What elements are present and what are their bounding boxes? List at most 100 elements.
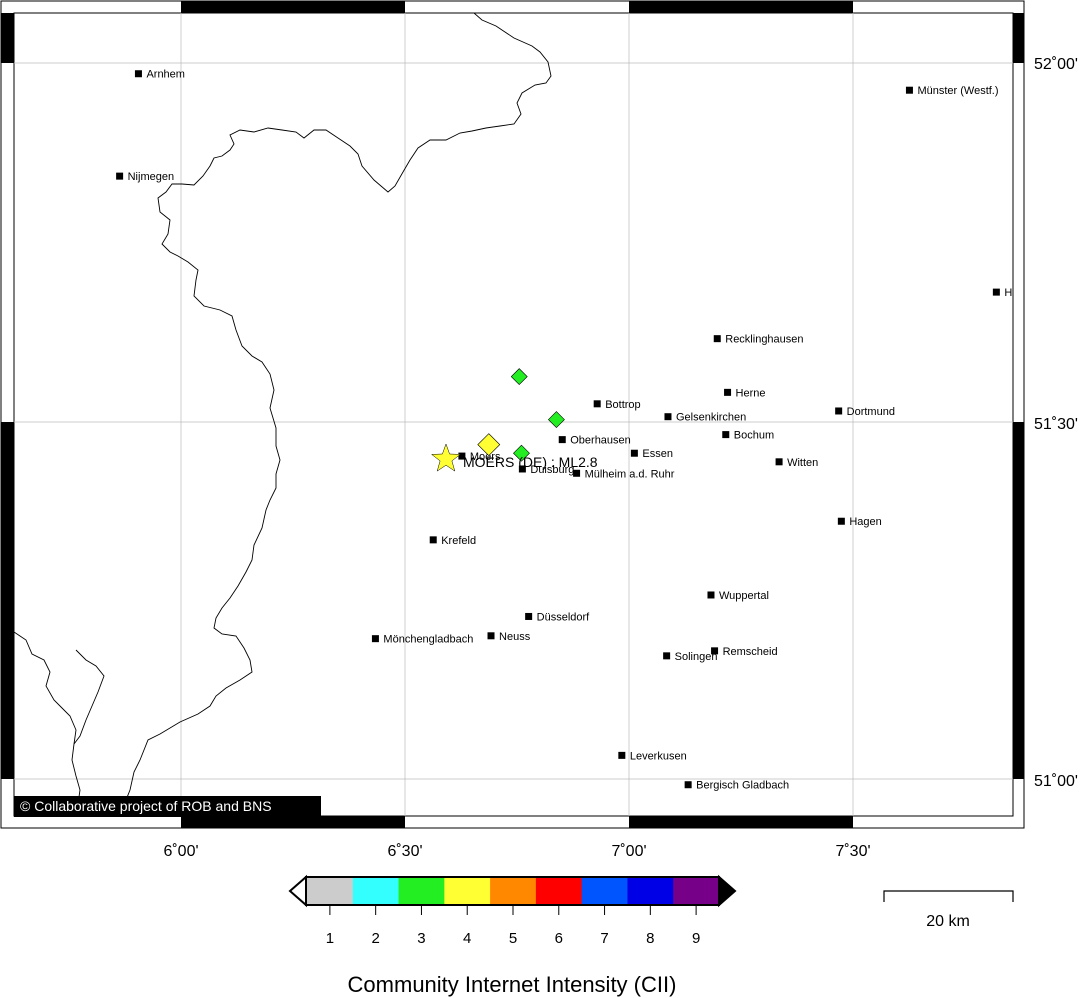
city-marker: Duisburg <box>518 464 574 476</box>
city-marker: Neuss <box>487 631 531 643</box>
city-marker: Hagen <box>837 516 882 528</box>
intensity-diamond-icon[interactable] <box>510 368 528 386</box>
intensity-diamond-icon[interactable] <box>477 433 501 457</box>
city-label: Krefeld <box>441 535 476 547</box>
event-label: MOERS (DE) : ML2.8 <box>463 454 598 470</box>
city-square-icon <box>458 452 466 460</box>
city-label: Hagen <box>849 516 881 528</box>
city-label: Witten <box>787 457 818 469</box>
city-label: Bochum <box>734 430 774 442</box>
legend-swatch <box>627 878 674 904</box>
city-label: Essen <box>642 448 673 460</box>
lon-tick-label: 7˚30' <box>835 843 870 860</box>
city-square-icon <box>711 647 719 655</box>
city-square-icon <box>429 536 437 544</box>
city-square-icon <box>371 635 379 643</box>
city-label: Remscheid <box>723 646 778 658</box>
legend-level-label: 9 <box>692 930 700 947</box>
city-marker: Mülheim a.d. Ruhr <box>573 468 675 480</box>
city-square-icon <box>664 413 672 421</box>
city-marker: Moers <box>458 451 501 463</box>
city-marker: Recklinghausen <box>713 334 804 346</box>
city-label: Bergisch Gladbach <box>696 780 789 792</box>
city-label: H <box>1004 287 1012 299</box>
city-square-icon <box>593 400 601 408</box>
city-label: Dortmund <box>847 406 895 418</box>
lat-tick-label: 51˚00' <box>1034 773 1078 790</box>
legend-swatch <box>398 878 445 904</box>
city-label: Arnhem <box>146 69 185 81</box>
border-south-west <box>14 631 81 816</box>
city-square-icon <box>618 751 626 759</box>
legend-level-label: 2 <box>371 930 379 947</box>
city-label: Münster (Westf.) <box>917 85 998 97</box>
city-square-icon <box>116 172 124 180</box>
city-label: Mülheim a.d. Ruhr <box>585 468 675 480</box>
legend-swatches <box>307 878 720 904</box>
city-marker: Bottrop <box>593 399 641 411</box>
city-marker: Wuppertal <box>707 590 769 602</box>
intensity-diamond-icon[interactable] <box>547 411 565 428</box>
legend-right-arrow <box>718 874 737 908</box>
city-label: Moers <box>470 451 501 463</box>
city-marker: Witten <box>775 457 818 469</box>
city-marker: Krefeld <box>429 535 476 547</box>
legend-level-label: 1 <box>326 930 334 947</box>
city-square-icon <box>837 517 845 525</box>
lat-tick-label: 51˚30' <box>1034 416 1078 433</box>
city-label: Neuss <box>499 631 531 643</box>
city-label: Oberhausen <box>570 435 631 447</box>
city-marker: Münster (Westf.) <box>905 85 999 97</box>
city-marker: Dortmund <box>835 406 895 418</box>
city-square-icon <box>518 465 526 473</box>
legend-swatch <box>352 878 400 904</box>
legend-level-label: 5 <box>509 930 517 947</box>
cities: Arnhem Nijmegen Münster (Westf.) H Recklingh… <box>116 69 1012 792</box>
scale-bar-label: 20 km <box>926 913 970 930</box>
intensity-legend: 1 2 3 4 5 6 7 8 9 Community Internet Intensity (… <box>288 874 737 997</box>
border-nl-de <box>119 13 552 816</box>
city-label: Leverkusen <box>630 750 687 762</box>
epicenter-star-icon[interactable] <box>431 443 461 472</box>
city-label: Solingen <box>675 651 718 663</box>
city-label: Duisburg <box>530 464 574 476</box>
legend-level-label: 4 <box>463 930 471 947</box>
city-square-icon <box>573 469 581 477</box>
map-frame <box>0 0 1025 829</box>
border-nl-west <box>73 649 105 745</box>
city-label: Bottrop <box>605 399 640 411</box>
city-marker: Mönchengladbach <box>371 634 473 646</box>
scale-bar: 20 km <box>883 890 1014 930</box>
city-square-icon <box>905 86 913 94</box>
city-label: Mönchengladbach <box>383 634 473 646</box>
city-square-icon <box>630 449 638 457</box>
city-square-icon <box>775 458 783 466</box>
city-square-icon <box>992 288 1000 296</box>
legend-left-arrow <box>288 874 307 908</box>
city-label: Nijmegen <box>128 171 174 183</box>
city-square-icon <box>684 781 692 789</box>
intensity-diamond-icon[interactable] <box>513 444 530 462</box>
legend-level-label: 7 <box>600 930 608 947</box>
city-marker: Arnhem <box>134 69 185 81</box>
city-marker: Bergisch Gladbach <box>684 780 789 792</box>
legend-labels: 1 2 3 4 5 6 7 8 9 <box>326 905 700 947</box>
city-marker: Nijmegen <box>116 171 174 183</box>
intensity-reports <box>477 368 565 462</box>
city-marker: Gelsenkirchen <box>664 412 746 424</box>
city-marker: Essen <box>630 448 673 460</box>
city-square-icon <box>525 612 533 620</box>
credit-text: © Collaborative project of ROB and BNS <box>20 798 272 814</box>
legend-swatch <box>490 878 537 904</box>
city-marker: Herne <box>724 387 766 399</box>
city-label: Herne <box>736 387 766 399</box>
epicenter[interactable]: MOERS (DE) : ML2.8 <box>431 443 598 472</box>
scale-bar-line <box>883 890 1014 902</box>
legend-level-label: 6 <box>555 930 563 947</box>
city-marker: Remscheid <box>711 646 778 658</box>
city-marker: H <box>992 287 1012 299</box>
city-label: Düsseldorf <box>537 611 591 623</box>
legend-title: Community Internet Intensity (CII) <box>348 972 677 997</box>
credit-box <box>14 796 321 817</box>
